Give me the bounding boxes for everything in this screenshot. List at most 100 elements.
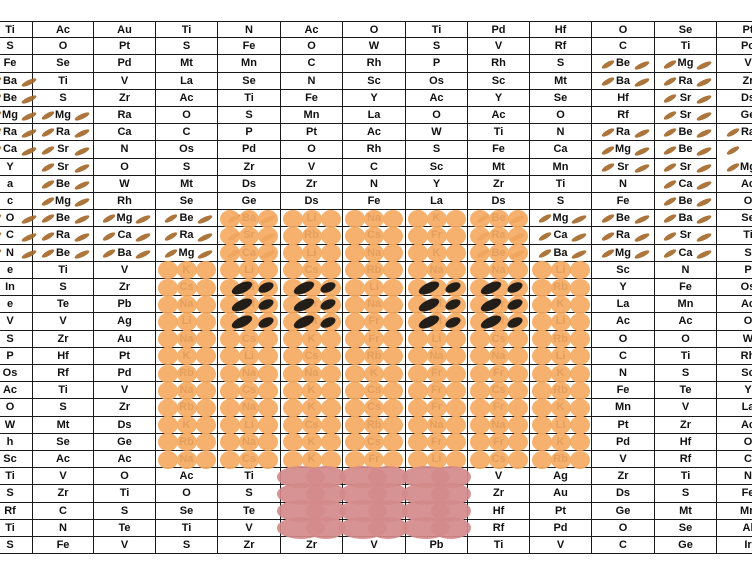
grid-cell: W <box>0 416 33 434</box>
grid-cell: Ac <box>468 107 530 125</box>
grid-cell: Ds <box>468 193 530 211</box>
grid-cell: V <box>468 38 530 56</box>
grid-cell: At <box>406 313 468 331</box>
grid-cell: Zr <box>94 89 156 107</box>
grid-cell: Ac <box>592 313 655 331</box>
grid-cell: S <box>33 89 94 107</box>
grid-cell: Ds <box>218 175 281 193</box>
grid-cell: Li <box>530 261 592 279</box>
grid-cell <box>406 519 468 537</box>
grid-cell: Be <box>468 244 530 262</box>
grid-cell: Fe <box>281 89 343 107</box>
grid-cell: Na <box>343 210 406 228</box>
grid-cell: Cs <box>468 330 530 348</box>
grid-cell: Cs <box>468 451 530 469</box>
grid-cell: Fe <box>0 55 33 73</box>
grid-cell: Ac <box>717 176 752 193</box>
grid-cell: Os <box>0 365 33 383</box>
grid-cell: Ra <box>592 124 655 142</box>
grid-cell: Ti <box>655 468 717 486</box>
grid-cell: Ti <box>94 485 156 503</box>
grid-cell: F <box>406 279 468 297</box>
grid-cell: Y <box>343 89 406 107</box>
grid-cell: Ca <box>0 141 33 159</box>
grid-cell <box>406 502 468 520</box>
grid-cell: Zr <box>717 73 752 90</box>
grid-cell: Mt <box>156 55 218 73</box>
grid-cell: Sr <box>655 107 717 125</box>
grid-cell: K <box>530 296 592 314</box>
grid-cell: Y <box>592 279 655 297</box>
grid-cell: Na <box>406 347 468 365</box>
grid-cell: C <box>156 124 218 142</box>
grid-cell: V <box>0 313 33 331</box>
grid-cell: S <box>0 330 33 348</box>
grid-cell: Na <box>343 244 406 262</box>
grid-cell: Be <box>655 124 717 142</box>
grid-cell: Au <box>94 330 156 348</box>
grid-cell: Na <box>406 416 468 434</box>
grid-cell: Ba <box>655 210 717 228</box>
grid-cell: Be <box>156 210 218 228</box>
grid-cell: Te <box>94 519 156 537</box>
grid-cell: Mt <box>33 416 94 434</box>
grid-cell: Li <box>281 210 343 228</box>
grid-cell: S <box>530 193 592 211</box>
grid-cell: Sr <box>655 89 717 107</box>
grid-cell: Mn <box>655 296 717 314</box>
grid-cell: Ti <box>33 72 94 90</box>
grid-cell: Be <box>33 210 94 228</box>
grid-cell: Pb <box>406 537 468 555</box>
grid-cell <box>281 519 343 537</box>
grid-cell: Se <box>33 55 94 73</box>
grid-cell: V <box>655 399 717 417</box>
grid-cell: Rh <box>717 348 752 365</box>
grid-cell: Mn <box>592 399 655 417</box>
grid-cell: Ge <box>717 107 752 125</box>
grid-cell: S <box>717 245 752 262</box>
grid-cell: Rb <box>530 382 592 400</box>
grid-cell: S <box>406 141 468 159</box>
grid-cell: Hf <box>655 433 717 451</box>
grid-cell: Ac <box>717 296 752 314</box>
grid-cell: Mt <box>156 175 218 193</box>
grid-cell: Li <box>156 313 218 331</box>
grid-cell: Ac <box>33 21 94 39</box>
grid-cell: Rh <box>468 55 530 73</box>
grid-cell: Ti <box>0 519 33 537</box>
grid-cell: S <box>655 365 717 383</box>
grid-cell: N <box>94 141 156 159</box>
grid-cell <box>343 502 406 520</box>
grid-cell: Cl <box>218 296 281 314</box>
grid-cell: Y <box>468 89 530 107</box>
grid-cell: Fe <box>33 537 94 555</box>
grid-cell: K <box>281 433 343 451</box>
grid-cell: Ac <box>406 89 468 107</box>
grid-cell: Fr <box>343 330 406 348</box>
grid-cell: Ti <box>468 124 530 142</box>
grid-cell: N <box>592 175 655 193</box>
grid-cell: Te <box>33 296 94 314</box>
grid-cell: P <box>717 262 752 279</box>
grid-cell: S <box>156 158 218 176</box>
grid-cell: Mg <box>33 107 94 125</box>
grid-cell: Ds <box>94 416 156 434</box>
grid-cell: Zr <box>218 537 281 555</box>
grid-cell: Rf <box>468 519 530 537</box>
grid-cell: Cs <box>218 330 281 348</box>
grid-cell: Ds <box>717 90 752 107</box>
grid-cell: Rf <box>655 451 717 469</box>
grid-cell: e <box>0 296 33 314</box>
grid-cell: Ac <box>156 468 218 486</box>
grid-cell: Na <box>468 261 530 279</box>
grid-cell: Be <box>592 55 655 73</box>
grid-cell: Ca <box>655 244 717 262</box>
grid-cell: W <box>717 331 752 348</box>
grid-cell: e <box>0 261 33 279</box>
grid-cell: K <box>281 399 343 417</box>
grid-cell: Y <box>717 382 752 400</box>
grid-cell: Mg <box>94 210 156 228</box>
grid-cell: Zr <box>94 279 156 297</box>
grid-cell: Zr <box>33 330 94 348</box>
